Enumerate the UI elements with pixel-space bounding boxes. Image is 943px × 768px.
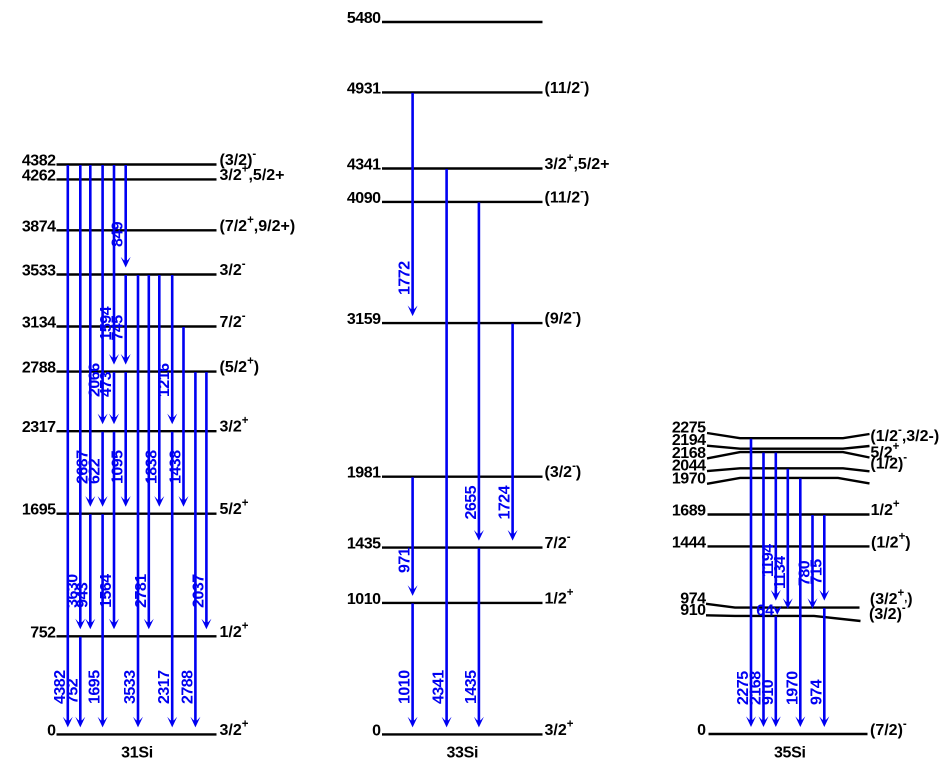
svg-text:2687: 2687 — [74, 450, 91, 484]
svg-text:1724: 1724 — [497, 485, 514, 519]
svg-text:1594: 1594 — [98, 306, 115, 340]
svg-text:1435: 1435 — [463, 670, 480, 704]
svg-text:3533: 3533 — [22, 263, 56, 280]
svg-text:3134: 3134 — [22, 315, 56, 332]
svg-text:(9/2-): (9/2-) — [545, 307, 582, 328]
svg-text:(7/2)-: (7/2)- — [870, 719, 907, 740]
svg-text:2275: 2275 — [735, 671, 752, 705]
svg-text:622: 622 — [87, 458, 104, 484]
svg-text:2275: 2275 — [672, 420, 706, 437]
svg-text:4931: 4931 — [347, 80, 381, 97]
svg-text:3/2+,5/2+: 3/2+,5/2+ — [220, 163, 285, 184]
svg-text:4382: 4382 — [52, 670, 69, 704]
svg-text:1772: 1772 — [397, 261, 414, 295]
svg-text:2317: 2317 — [22, 419, 56, 436]
svg-text:35Si: 35Si — [774, 745, 806, 762]
svg-text:1095: 1095 — [110, 450, 127, 484]
svg-text:715: 715 — [808, 559, 825, 585]
svg-text:(3/2)-: (3/2)- — [220, 149, 257, 170]
svg-text:752: 752 — [64, 678, 81, 704]
svg-text:3/2+,5/2+: 3/2+,5/2+ — [545, 153, 610, 174]
svg-text:1216: 1216 — [156, 363, 173, 397]
svg-text:849: 849 — [110, 221, 127, 247]
svg-text:1435: 1435 — [347, 536, 381, 553]
svg-text:3159: 3159 — [347, 311, 381, 328]
svg-text:(1/2)-: (1/2)- — [870, 452, 907, 473]
svg-text:2194: 2194 — [672, 432, 706, 449]
svg-text:1444: 1444 — [672, 534, 706, 551]
svg-text:1010: 1010 — [397, 670, 414, 704]
svg-text:5480: 5480 — [347, 10, 381, 27]
svg-text:752: 752 — [30, 624, 56, 641]
svg-text:31Si: 31Si — [121, 745, 153, 762]
svg-text:5/2+: 5/2+ — [220, 498, 249, 519]
svg-text:1838: 1838 — [143, 450, 160, 484]
svg-text:64: 64 — [756, 603, 774, 620]
svg-text:(3/2)-: (3/2)- — [869, 602, 906, 623]
svg-text:2044: 2044 — [672, 458, 706, 475]
svg-text:3533: 3533 — [122, 670, 139, 704]
svg-text:1689: 1689 — [672, 503, 706, 520]
svg-text:3/2+: 3/2+ — [220, 415, 249, 436]
svg-text:4090: 4090 — [347, 190, 381, 207]
svg-text:0: 0 — [47, 722, 56, 739]
svg-text:1981: 1981 — [347, 465, 381, 482]
svg-text:910: 910 — [680, 602, 706, 619]
svg-text:3/2-: 3/2- — [220, 259, 246, 280]
svg-text:910: 910 — [760, 679, 777, 705]
svg-text:2788: 2788 — [179, 670, 196, 704]
svg-text:(11/2-): (11/2-) — [545, 186, 590, 207]
svg-text:33Si: 33Si — [446, 745, 478, 762]
svg-text:473: 473 — [98, 371, 115, 397]
svg-text:3/2+: 3/2+ — [545, 718, 574, 739]
svg-text:0: 0 — [372, 722, 381, 739]
svg-text:(11/2-): (11/2-) — [545, 76, 590, 97]
svg-text:5/2+: 5/2+ — [870, 441, 899, 462]
svg-text:1194: 1194 — [760, 544, 777, 577]
svg-text:780: 780 — [797, 560, 814, 586]
svg-text:974: 974 — [680, 590, 706, 607]
svg-text:3/2+: 3/2+ — [220, 718, 249, 739]
svg-text:2317: 2317 — [156, 670, 173, 704]
svg-text:1010: 1010 — [347, 591, 381, 608]
svg-text:1/2+: 1/2+ — [545, 587, 574, 608]
svg-text:1134: 1134 — [772, 556, 789, 589]
svg-text:(3/2-): (3/2-) — [545, 461, 582, 482]
svg-text:974: 974 — [808, 679, 825, 705]
svg-text:1970: 1970 — [784, 671, 801, 705]
svg-text:2788: 2788 — [22, 360, 56, 377]
svg-text:1/2+: 1/2+ — [871, 499, 900, 520]
svg-text:2655: 2655 — [463, 485, 480, 519]
svg-text:2168: 2168 — [748, 671, 765, 705]
svg-text:3630: 3630 — [64, 574, 81, 608]
svg-text:3874: 3874 — [22, 218, 56, 235]
svg-text:(5/2+): (5/2+) — [220, 356, 260, 377]
svg-text:1438: 1438 — [168, 450, 185, 484]
svg-text:1564: 1564 — [98, 574, 115, 608]
svg-text:7/2-: 7/2- — [220, 311, 246, 332]
svg-text:943: 943 — [74, 582, 91, 608]
svg-text:745: 745 — [110, 315, 127, 341]
svg-text:(1/2+): (1/2+) — [871, 531, 911, 552]
svg-text:2168: 2168 — [672, 445, 706, 462]
svg-text:4341: 4341 — [347, 157, 381, 174]
svg-text:1695: 1695 — [22, 502, 56, 519]
svg-text:(7/2+,9/2+): (7/2+,9/2+) — [220, 214, 296, 235]
svg-text:7/2-: 7/2- — [545, 532, 571, 553]
svg-text:2037: 2037 — [190, 574, 207, 608]
svg-text:4341: 4341 — [431, 670, 448, 704]
svg-text:4382: 4382 — [22, 153, 56, 170]
svg-text:1/2+: 1/2+ — [220, 620, 249, 641]
svg-text:971: 971 — [397, 547, 414, 573]
svg-text:4262: 4262 — [22, 167, 56, 184]
svg-text:1970: 1970 — [672, 470, 706, 487]
svg-text:0: 0 — [697, 722, 706, 739]
svg-text:(1/2-,3/2-): (1/2-,3/2-) — [870, 425, 939, 446]
svg-text:2066: 2066 — [87, 363, 104, 397]
svg-text:1695: 1695 — [87, 670, 104, 704]
svg-text:2781: 2781 — [133, 574, 150, 608]
